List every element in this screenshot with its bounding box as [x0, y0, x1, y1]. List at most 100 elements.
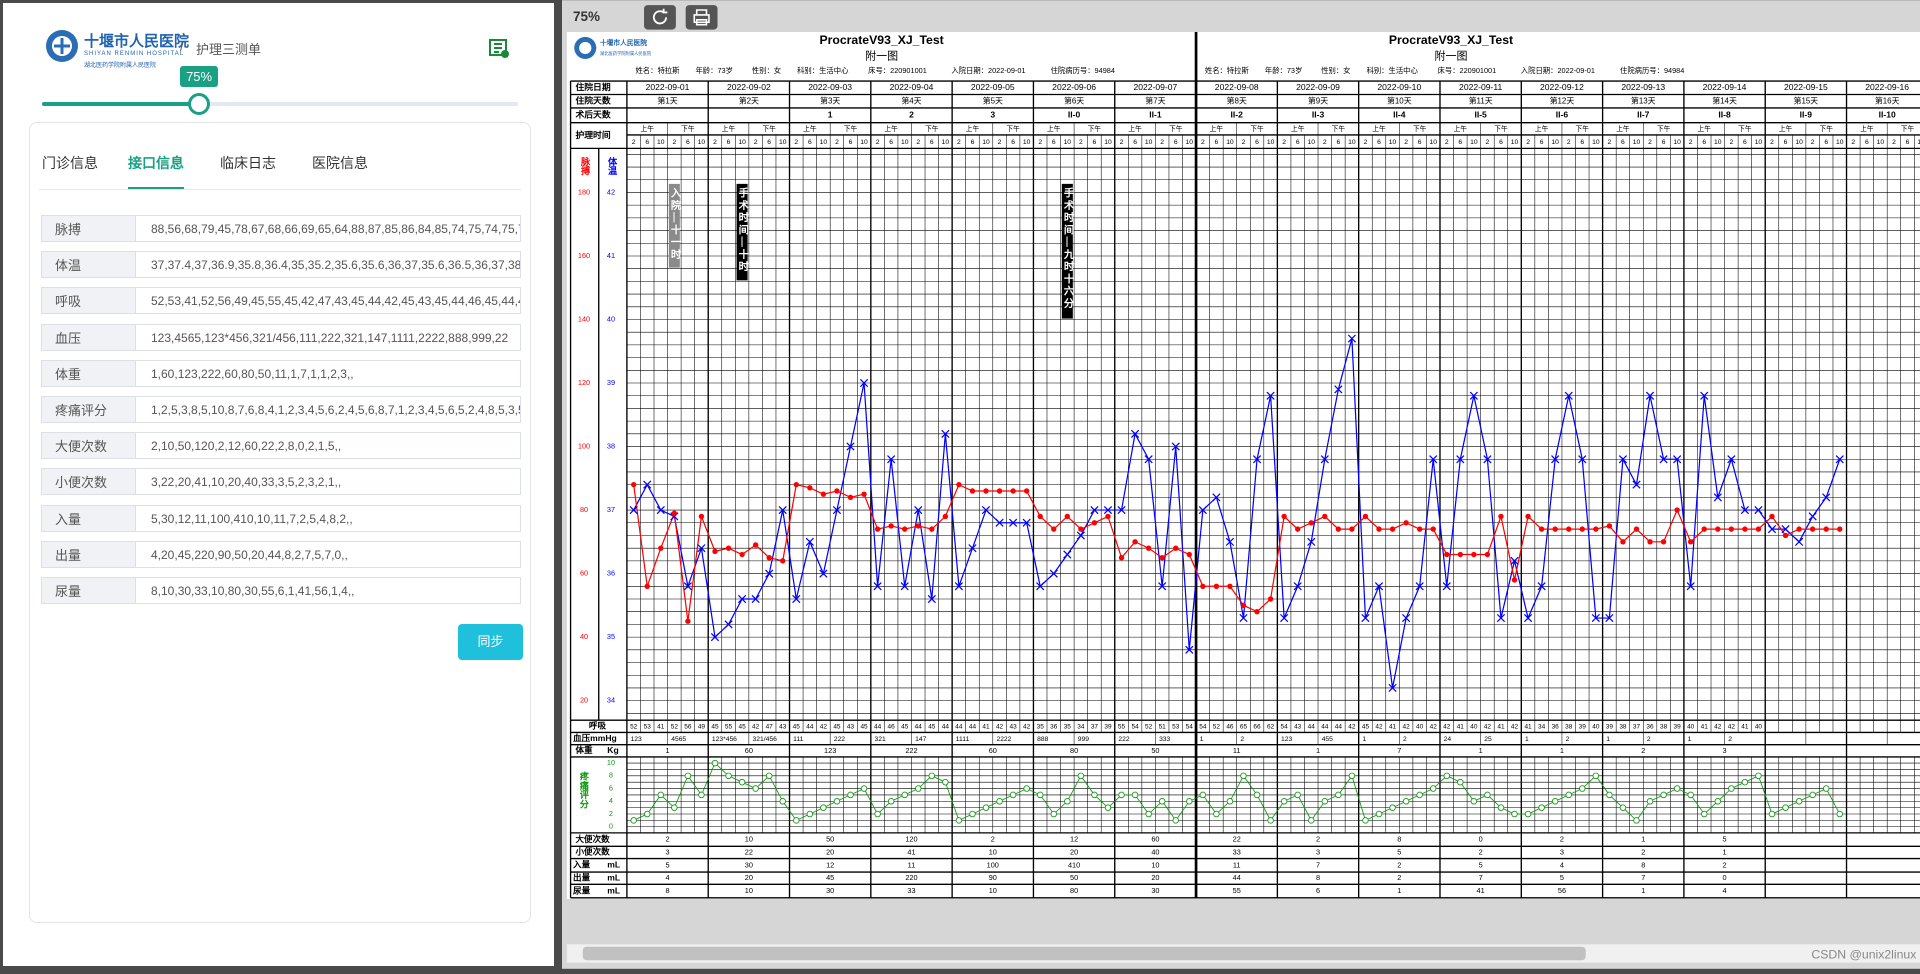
row-label: 护理时间	[575, 129, 610, 140]
scrollbar-thumb[interactable]	[582, 946, 1586, 961]
temp-point	[1009, 518, 1018, 527]
temp-tick-label: 41	[607, 251, 615, 260]
temp-point	[1659, 455, 1668, 464]
am-label: 上午	[1372, 124, 1386, 133]
pulse-point	[1037, 513, 1043, 520]
temp-point	[1713, 493, 1722, 502]
resp-value: 42	[1403, 724, 1411, 731]
bp-value: 2222	[996, 736, 1011, 743]
pulse-point	[1484, 551, 1491, 558]
field-label: 呼吸	[41, 287, 135, 315]
field-input[interactable]: 37,37.4,37,36.9,35.8,36.4,35,35.2,35.6,3…	[135, 251, 521, 279]
bp-value: 321	[874, 736, 885, 743]
pain-point	[657, 791, 665, 799]
field-input[interactable]: 4,20,45,220,90,50,20,44,8,2,7,5,7,0,,	[135, 540, 521, 568]
resp-value: 49	[698, 724, 706, 731]
field-input[interactable]: 5,30,12,11,100,410,10,11,7,2,5,4,8,2,,	[135, 504, 521, 532]
pulse-point	[874, 526, 881, 532]
slider-knob[interactable]	[188, 93, 211, 115]
tab-divider	[39, 189, 521, 190]
pulse-tick-label: 60	[580, 569, 588, 578]
hour-label: 6	[1418, 139, 1422, 146]
temp-point	[1307, 537, 1316, 546]
weight-value: 7	[1397, 746, 1401, 755]
pulse-point	[1078, 526, 1084, 532]
hospital-day: 第15天	[1794, 95, 1819, 105]
field-row: 体温 37,37.4,37,36.9,35.8,36.4,35,35.2,35.6…	[41, 251, 523, 280]
pain-point	[725, 772, 732, 780]
bp-value: 1	[1362, 736, 1366, 743]
hour-label: 6	[971, 139, 975, 146]
field-input[interactable]: 52,53,41,52,56,49,45,55,45,42,47,43,45,4…	[135, 287, 521, 315]
tab[interactable]: 医院信息	[312, 155, 368, 171]
intake-value: 5	[1479, 860, 1483, 869]
temp-tick-label: 36	[607, 569, 615, 578]
pain-point	[1104, 804, 1112, 811]
urine_count-value: 1	[1723, 847, 1727, 856]
pain-point	[1036, 791, 1044, 799]
pulse-point	[834, 488, 840, 494]
urine_count-value: 41	[907, 847, 915, 856]
watermark: CSDN @unix2linux	[1811, 948, 1916, 962]
urine-value: 41	[1477, 886, 1485, 895]
hospital-day: 第7天	[1145, 95, 1165, 105]
patient-info: 姓名：特拉斯	[635, 66, 680, 75]
field-input[interactable]: 2,10,50,120,2,12,60,22,2,8,0,2,1,5,,	[135, 432, 521, 460]
field-input[interactable]: 1,60,123,222,60,80,50,11,1,7,1,1,2,3,,	[135, 359, 521, 387]
pulse-point	[1010, 488, 1016, 494]
pulse-point	[739, 551, 745, 558]
breadcrumb[interactable]: 护理三测单	[196, 42, 262, 57]
am-label: 上午	[1860, 124, 1874, 133]
hour-label: 6	[1215, 139, 1219, 146]
pain-point	[1050, 810, 1058, 818]
pain-point	[1362, 817, 1369, 824]
date: 2022-09-02	[727, 82, 771, 92]
hour-label: 2	[1811, 139, 1815, 146]
field-row: 体重 1,60,123,222,60,80,50,11,1,7,1,1,2,3,,	[41, 359, 523, 389]
hour-label: 10	[901, 139, 909, 146]
hospital-day: 第5天	[983, 95, 1003, 105]
field-input[interactable]: 123,4565,123*456,321/456,111,222,321,147…	[135, 323, 521, 351]
refresh-button[interactable]	[644, 5, 676, 30]
hour-label: 10	[1877, 139, 1885, 146]
sync-button[interactable]: 同步	[458, 624, 523, 660]
date: 2022-09-09	[1296, 82, 1340, 92]
temp-point	[1794, 537, 1804, 546]
print-button[interactable]	[685, 5, 718, 30]
sheet-logo-text: 十堰市人民医院	[600, 38, 647, 47]
postop-day: 2	[909, 110, 914, 120]
pain-point	[738, 778, 746, 786]
field-input[interactable]: 8,10,30,33,10,80,30,55,6,1,41,56,1,4,,	[135, 577, 521, 604]
pain-point	[1579, 785, 1586, 792]
resp-value: 62	[1267, 724, 1275, 731]
pain-point	[1199, 791, 1207, 799]
bp-value: 2	[1728, 736, 1732, 743]
hospital-day: 第11天	[1469, 95, 1493, 105]
resp-value: 41	[1497, 724, 1505, 731]
hour-label: 2	[754, 139, 758, 146]
tab[interactable]: 门诊信息	[42, 155, 98, 171]
zoom-slider[interactable]: 75%	[42, 66, 518, 115]
pm-label: 下午	[762, 124, 776, 133]
postop-day: II-9	[1800, 110, 1813, 120]
postop-day: II-5	[1474, 110, 1487, 120]
field-input[interactable]: 3,22,20,41,10,20,40,33,3,5,2,3,2,1,,	[135, 468, 521, 496]
field-input[interactable]: 88,56,68,79,45,78,67,68,66,69,65,64,88,8…	[135, 215, 521, 242]
stool-value: 8	[1397, 835, 1401, 844]
patient-info: 入院日期：2022-09-01	[951, 66, 1025, 75]
pulse-point	[1647, 539, 1653, 545]
hour-label: 10	[860, 139, 868, 146]
tab[interactable]: 临床日志	[220, 155, 276, 171]
row-label: 尿量	[573, 884, 591, 895]
bp-value: 24	[1444, 736, 1452, 743]
temp-point	[954, 582, 964, 591]
export-icon[interactable]	[487, 36, 511, 60]
tab[interactable]: 接口信息	[128, 155, 184, 171]
intake-value: 5	[666, 860, 670, 869]
hour-label: 2	[998, 139, 1002, 146]
event-text: 手术时间—九时十六分	[1062, 187, 1075, 310]
pulse-point	[888, 523, 894, 529]
stool-value: 0	[1479, 835, 1483, 844]
field-input[interactable]: 1,2,5,3,8,5,10,8,7,6,8,4,1,2,3,4,5,6,2,4…	[135, 396, 521, 423]
temp-point	[914, 505, 923, 515]
